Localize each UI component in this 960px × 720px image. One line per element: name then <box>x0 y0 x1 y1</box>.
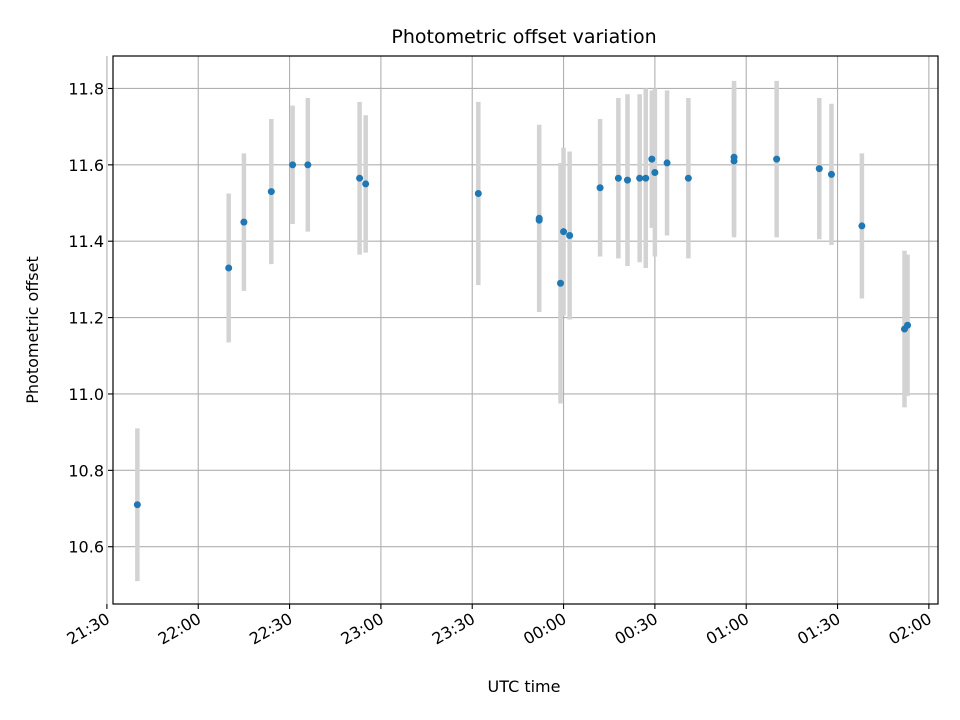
data-point <box>815 165 823 173</box>
data-point <box>827 170 835 178</box>
data-point <box>684 174 692 182</box>
data-point <box>651 168 659 176</box>
y-axis-label: Photometric offset <box>23 256 42 404</box>
plot-area-frame <box>112 55 939 605</box>
data-point <box>557 279 565 287</box>
data-point <box>566 231 574 239</box>
y-tick-label: 11.6 <box>68 156 104 175</box>
data-point <box>267 188 275 196</box>
y-tick-label: 10.8 <box>68 461 104 480</box>
data-point <box>225 264 233 272</box>
data-point <box>474 189 482 197</box>
data-points <box>133 153 912 509</box>
chart-title: Photometric offset variation <box>391 26 656 48</box>
data-point <box>858 222 866 230</box>
data-point <box>596 184 604 192</box>
grid-lines <box>106 56 938 604</box>
data-point <box>240 218 248 226</box>
data-point <box>304 161 312 169</box>
y-tick-label: 10.6 <box>68 538 104 557</box>
y-tick-label: 11.0 <box>68 385 104 404</box>
y-axis-ticks: 10.6 10.8 11.0 11.2 11.4 11.6 11.8 <box>68 79 113 557</box>
data-point <box>560 228 568 236</box>
data-point <box>636 174 644 182</box>
data-point <box>289 161 297 169</box>
data-point <box>773 155 781 163</box>
y-tick-label: 11.8 <box>68 79 104 98</box>
y-tick-label: 11.2 <box>68 309 104 328</box>
data-point <box>904 321 912 329</box>
x-axis-label: UTC time <box>488 677 561 696</box>
data-point <box>362 180 370 188</box>
data-point <box>623 176 631 184</box>
data-point <box>614 174 622 182</box>
data-point <box>730 157 738 165</box>
data-point <box>535 216 543 224</box>
data-point <box>356 174 364 182</box>
data-point <box>133 501 141 509</box>
data-point <box>642 174 650 182</box>
data-point <box>648 155 656 163</box>
y-tick-label: 11.4 <box>68 232 104 251</box>
data-point <box>663 159 671 167</box>
